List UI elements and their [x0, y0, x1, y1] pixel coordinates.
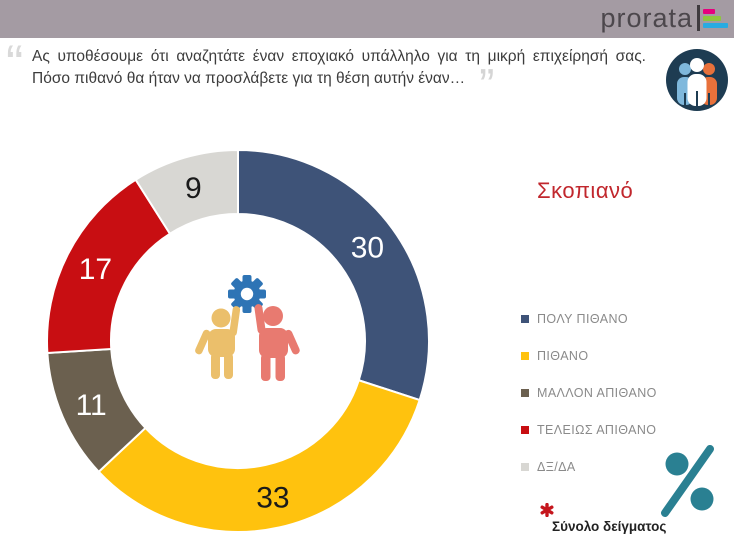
legend-item-1: ΠΙΘΑΝΟ [521, 348, 657, 364]
donut-segment-0 [237, 148, 430, 402]
question-line-2: Πόσο πιθανό θα ήταν να προσλάβετε για τη… [32, 59, 495, 112]
donut-segment-4 [134, 148, 239, 236]
question-text: Ας υποθέσουμε ότι αναζητάτε έναν εποχιακ… [32, 46, 646, 112]
legend-swatch-4 [521, 463, 529, 471]
legend-label-4: ΔΞ/ΔΑ [537, 460, 576, 474]
percent-icon [661, 445, 714, 517]
legend: ΠΟΛΥ ΠΙΘΑΝΟ ΠΙΘΑΝΟ ΜΑΛΛΟΝ ΑΠΙΘΑΝΟ ΤΕΛΕΙΩΣ Α… [521, 311, 657, 496]
asterisk-icon [540, 503, 554, 517]
hiring-icon [195, 275, 300, 381]
legend-label-0: ΠΟΛΥ ΠΙΘΑΝΟ [537, 312, 629, 326]
donut-segment-1 [97, 378, 421, 533]
person-white-icon [687, 58, 707, 106]
header-bar: prorata [0, 0, 734, 38]
logo-bars-icon [697, 5, 728, 31]
logo-color-bars [703, 8, 728, 28]
donut-segment-2 [46, 347, 147, 474]
segment-value-2: 11 [76, 389, 107, 422]
segment-value-3: 17 [79, 253, 112, 286]
people-badge-icon [666, 49, 728, 111]
donut-value-labels: 30 33 11 17 9 [76, 172, 385, 515]
question-line-1: Ας υποθέσουμε ότι αναζητάτε έναν εποχιακ… [32, 48, 646, 65]
segment-value-1: 33 [256, 482, 289, 515]
segment-value-4: 9 [185, 172, 202, 205]
legend-item-4: ΔΞ/ΔΑ [521, 459, 657, 475]
legend-item-3: ΤΕΛΕΙΩΣ ΑΠΙΘΑΝΟ [521, 422, 657, 438]
donut-segments [46, 148, 430, 533]
legend-item-0: ΠΟΛΥ ΠΙΘΑΝΟ [521, 311, 657, 327]
legend-swatch-2 [521, 389, 529, 397]
chart-title: Σκοπιανό [537, 178, 634, 203]
legend-swatch-0 [521, 315, 529, 323]
logo-bar-2 [703, 22, 728, 28]
legend-label-2: ΜΑΛΛΟΝ ΑΠΙΘΑΝΟ [537, 386, 657, 400]
open-quote-icon: “ [6, 35, 24, 93]
prorata-logo: prorata [600, 3, 728, 33]
logo-bar-1 [703, 15, 721, 21]
legend-label-1: ΠΙΘΑΝΟ [537, 349, 589, 363]
legend-swatch-3 [521, 426, 529, 434]
logo-vertical-bar [697, 5, 700, 31]
footnote-text: Σύνολο δείγματος [552, 519, 667, 534]
logo-text: prorata [600, 3, 693, 33]
segment-value-0: 30 [351, 231, 384, 264]
legend-label-3: ΤΕΛΕΙΩΣ ΑΠΙΘΑΝΟ [537, 423, 657, 437]
question-line-2-text: Πόσο πιθανό θα ήταν να προσλάβετε για τη… [32, 70, 466, 88]
person-right-icon [254, 304, 300, 381]
donut-segment-3 [46, 178, 172, 355]
legend-item-2: ΜΑΛΛΟΝ ΑΠΙΘΑΝΟ [521, 385, 657, 401]
legend-swatch-1 [521, 352, 529, 360]
footnote: Σύνολο δείγματος [538, 503, 708, 543]
person-left-icon [195, 306, 241, 379]
logo-bar-0 [703, 8, 715, 14]
gear-icon [228, 275, 266, 313]
